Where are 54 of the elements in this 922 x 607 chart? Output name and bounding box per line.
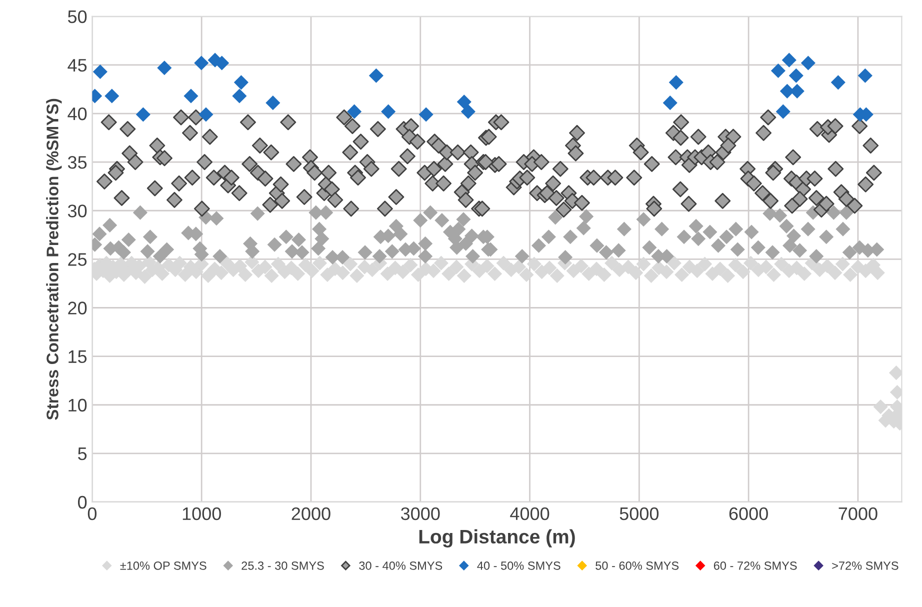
y-tick-label: 45 <box>68 59 87 72</box>
x-tick-label: 2000 <box>292 507 330 520</box>
point <box>662 96 678 110</box>
point <box>232 88 247 104</box>
point <box>184 88 198 104</box>
y-tick-label: 50 <box>68 10 87 24</box>
point <box>858 68 872 83</box>
x-tick-label: 0 <box>88 507 97 520</box>
legend-label: ±10% OP SMYS <box>120 561 206 570</box>
legend-label: 25.3 - 30 SMYS <box>242 561 324 570</box>
point <box>92 64 108 80</box>
point <box>776 104 790 119</box>
point <box>668 75 684 90</box>
y-tick-label: 40 <box>68 107 87 120</box>
y-tick-label: 25 <box>68 253 87 266</box>
legend-label: 30 - 40% SMYS <box>359 561 442 570</box>
y-tick-label: 15 <box>68 350 87 364</box>
x-tick-label: 3000 <box>400 507 440 520</box>
y-tick-label: 35 <box>68 156 87 169</box>
x-tick-label: 6000 <box>729 507 768 520</box>
point <box>234 75 248 90</box>
point <box>418 107 434 122</box>
point <box>368 68 384 83</box>
y-tick-label: 30 <box>68 204 87 218</box>
point <box>104 88 120 104</box>
x-tick-label: 5000 <box>620 507 659 520</box>
point <box>266 96 280 110</box>
point <box>830 75 846 90</box>
legend-label: 60 - 72% SMYS <box>714 561 797 570</box>
y-tick-label: 0 <box>78 496 87 509</box>
y-tick-label: 20 <box>68 302 87 314</box>
point <box>198 107 214 122</box>
point <box>194 56 209 70</box>
point <box>800 56 816 70</box>
y-tick-label: 10 <box>68 398 87 412</box>
point <box>136 107 150 122</box>
legend-label: >72% SMYS <box>832 561 898 570</box>
legend-label: 40 - 50% SMYS <box>477 561 560 570</box>
x-tick-label: 4000 <box>510 507 550 520</box>
point <box>770 63 786 78</box>
x-tick-label: 1000 <box>182 507 221 520</box>
point <box>460 104 476 119</box>
y-axis-title: Stress Concetration Prediction (%SMYS) <box>46 98 62 420</box>
legend-label: 50 - 60% SMYS <box>596 561 679 570</box>
point <box>782 52 796 68</box>
point <box>381 104 396 119</box>
x-axis-title: Log Distance (m) <box>419 529 575 548</box>
point <box>456 94 472 110</box>
y-tick-label: 5 <box>78 448 87 460</box>
point <box>788 68 804 83</box>
point <box>157 60 172 76</box>
x-tick-label: 7000 <box>838 507 878 520</box>
point <box>347 104 362 119</box>
point <box>780 84 794 98</box>
